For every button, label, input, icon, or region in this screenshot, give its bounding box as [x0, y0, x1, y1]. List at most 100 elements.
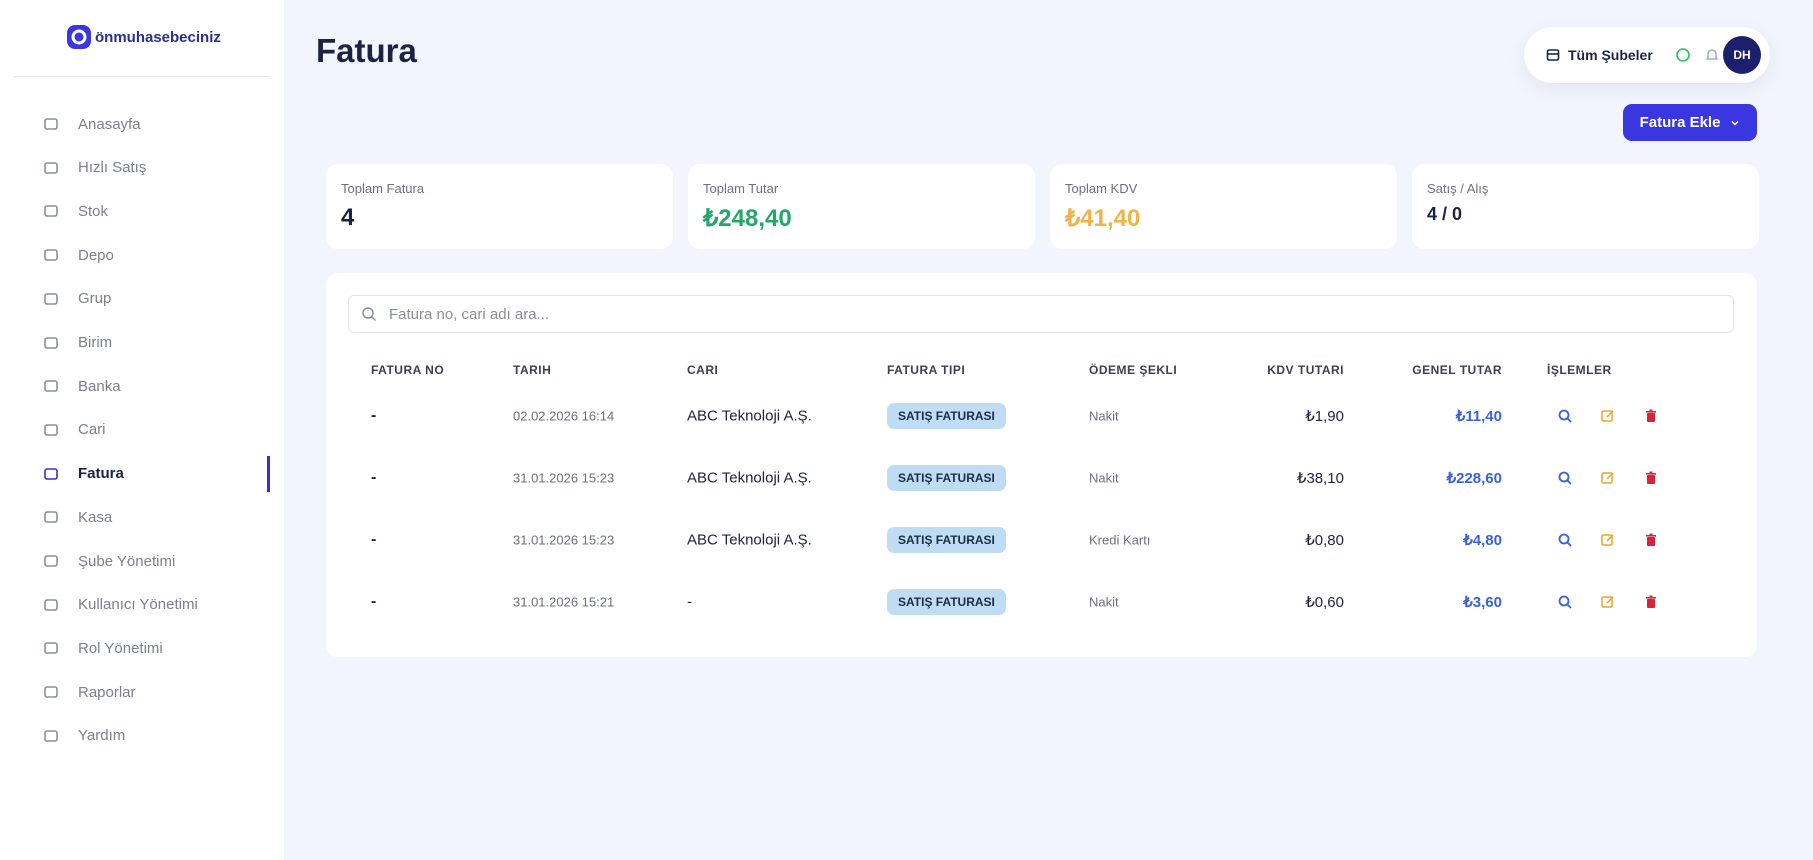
menu-icon — [44, 555, 58, 567]
stat-value: ₺248,40 — [703, 205, 792, 232]
menu-label: Banka — [78, 377, 121, 395]
edit-button[interactable] — [1600, 470, 1616, 486]
payment-method: Nakit — [1089, 408, 1119, 424]
view-button[interactable] — [1557, 532, 1573, 548]
menu-icon — [44, 642, 58, 655]
delete-button[interactable] — [1643, 532, 1659, 548]
invoice-type-badge: SATIŞ FATURASI — [887, 403, 1006, 429]
edit-button[interactable] — [1600, 532, 1616, 548]
delete-button[interactable] — [1643, 594, 1659, 610]
view-button[interactable] — [1557, 470, 1573, 486]
menu-label: Kullanıcı Yönetimi — [78, 596, 198, 614]
menu-item[interactable]: Rol Yönetimi — [0, 628, 270, 668]
menu-item[interactable]: Depo — [0, 235, 270, 275]
menu-icon — [44, 336, 58, 349]
invoice-type-badge: SATIŞ FATURASI — [887, 527, 1006, 553]
menu-item[interactable]: Cari — [0, 410, 270, 450]
date: 02.02.2026 16:14 — [513, 408, 615, 424]
vat-amount: ₺1,90 — [1305, 408, 1344, 425]
total-amount: ₺11,40 — [1455, 408, 1502, 425]
column-header: ÖDEME ŞEKLI — [1089, 363, 1178, 377]
menu-icon — [44, 424, 58, 436]
menu-icon — [44, 686, 58, 698]
column-header: İŞLEMLER — [1547, 363, 1612, 377]
menu-icon — [44, 380, 58, 392]
menu-item[interactable]: Birim — [0, 323, 270, 363]
stat-label: Toplam Tutar — [703, 181, 779, 196]
vat-amount: ₺38,10 — [1296, 470, 1344, 487]
stat-card: Toplam Fatura 4 — [326, 164, 673, 249]
stat-card: Satış / Alış 4 / 0 — [1412, 164, 1759, 249]
column-header: FATURA TIPI — [887, 363, 966, 377]
store-icon — [1546, 49, 1560, 61]
stat-value: 4 / 0 — [1427, 204, 1463, 224]
menu-item[interactable]: Stok — [0, 191, 270, 231]
menu-item[interactable]: Raporlar — [0, 672, 270, 712]
search-icon — [362, 307, 377, 322]
add-invoice-button[interactable]: Fatura Ekle — [1623, 104, 1757, 141]
invoice-type-badge: SATIŞ FATURASI — [887, 465, 1006, 491]
payment-method: Kredi Kartı — [1089, 532, 1151, 548]
date: 31.01.2026 15:21 — [513, 594, 615, 610]
menu-icon — [44, 205, 58, 218]
edit-button[interactable] — [1600, 594, 1616, 610]
notification-icon[interactable] — [1705, 48, 1719, 62]
delete-button[interactable] — [1643, 470, 1659, 486]
menu-item[interactable]: Yardım — [0, 716, 270, 756]
payment-method: Nakit — [1089, 470, 1119, 486]
avatar[interactable]: DH — [1723, 36, 1761, 74]
menu-label: Hızlı Satış — [78, 159, 147, 177]
menu-label: Depo — [78, 246, 114, 264]
search-input[interactable]: Fatura no, cari adı ara... — [348, 295, 1734, 333]
column-header: TARIH — [513, 363, 552, 377]
menu-icon — [44, 161, 58, 174]
divider — [14, 76, 270, 77]
menu-item[interactable]: Anasayfa — [0, 104, 270, 144]
account: ABC Teknoloji A.Ş. — [687, 469, 812, 487]
menu-icon — [44, 729, 58, 742]
delete-button[interactable] — [1643, 408, 1659, 424]
branch-selector[interactable]: Tüm Şubeler — [1568, 47, 1653, 63]
search-placeholder: Fatura no, cari adı ara... — [389, 305, 550, 323]
payment-method: Nakit — [1089, 594, 1119, 610]
menu-label: Fatura — [78, 465, 124, 483]
column-header: CARI — [687, 363, 719, 377]
edit-button[interactable] — [1600, 408, 1616, 424]
menu-item[interactable]: Grup — [0, 279, 270, 319]
invoice-no: - — [371, 531, 377, 548]
date: 31.01.2026 15:23 — [513, 470, 615, 486]
logo-icon — [67, 25, 91, 49]
menu-label: Birim — [78, 334, 113, 351]
menu-item[interactable]: Kasa — [0, 497, 270, 537]
vat-amount: ₺0,60 — [1305, 594, 1344, 611]
stat-card: Toplam Tutar ₺248,40 — [688, 164, 1035, 249]
stat-value: ₺41,40 — [1065, 205, 1141, 232]
menu-item[interactable]: Hızlı Satış — [0, 148, 270, 188]
account: - — [687, 593, 692, 611]
menu-item[interactable]: Fatura — [0, 454, 270, 494]
invoice-type-badge: SATIŞ FATURASI — [887, 589, 1006, 615]
view-button[interactable] — [1557, 594, 1573, 610]
stat-value: 4 — [341, 204, 355, 231]
add-invoice-label: Fatura Ekle — [1639, 114, 1721, 131]
view-button[interactable] — [1557, 408, 1573, 424]
invoice-no: - — [371, 593, 377, 610]
logo: önmuhasebeciniz — [66, 24, 221, 50]
menu-icon — [44, 292, 58, 305]
logo-text: önmuhasebeciniz — [95, 28, 221, 46]
menu-label: Grup — [78, 290, 112, 308]
page-title: Fatura — [316, 32, 417, 69]
column-header: GENEL TUTAR — [1412, 363, 1502, 377]
menu-item[interactable]: Şube Yönetimi — [0, 541, 270, 581]
whatsapp-icon[interactable] — [1675, 47, 1691, 63]
menu-icon — [44, 467, 58, 480]
menu-item[interactable]: Banka — [0, 366, 270, 406]
sidebar: önmuhasebeciniz Anasayfa Hızlı Satış Stok D… — [0, 0, 284, 860]
invoice-no: - — [371, 469, 377, 486]
date: 31.01.2026 15:23 — [513, 532, 615, 548]
menu-item[interactable]: Kullanıcı Yönetimi — [0, 585, 270, 625]
chevron — [1731, 120, 1739, 126]
menu-icon — [44, 118, 58, 130]
stat-card: Toplam KDV ₺41,40 — [1050, 164, 1397, 249]
